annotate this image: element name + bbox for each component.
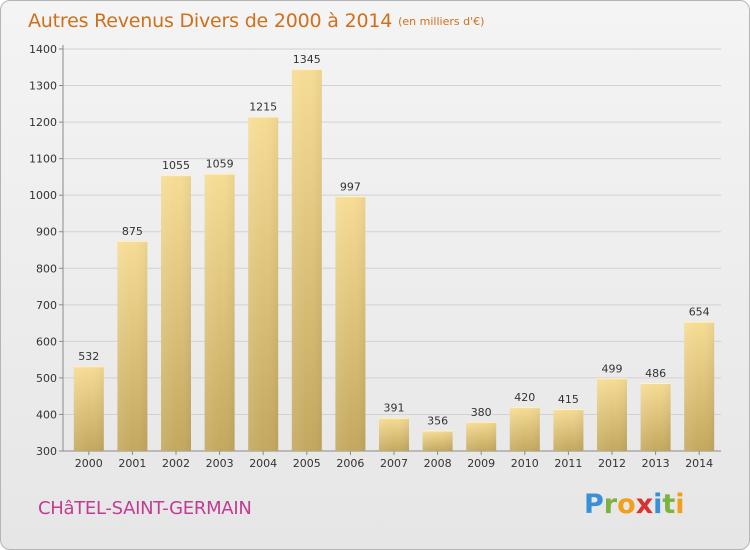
value-label: 532 <box>78 350 99 363</box>
bar-shine <box>73 366 104 451</box>
y-tick-label: 800 <box>36 262 57 275</box>
bar-2010 <box>509 407 540 451</box>
bar-shine <box>248 116 279 451</box>
value-label: 1345 <box>293 53 321 66</box>
bar-2006 <box>335 196 366 451</box>
x-tick-label: 2012 <box>598 457 626 470</box>
y-tick-label: 500 <box>36 372 57 385</box>
bar-shine <box>640 383 671 451</box>
x-tick-label: 2014 <box>685 457 713 470</box>
value-label: 499 <box>602 362 623 375</box>
y-tick-label: 1300 <box>29 80 57 93</box>
bar-2007 <box>379 417 409 451</box>
bar-shine <box>117 240 148 451</box>
bar-shine <box>291 69 322 451</box>
bar-2001 <box>117 240 148 451</box>
bar-2011 <box>553 408 584 451</box>
x-tick-label: 2010 <box>511 457 539 470</box>
x-tick-label: 2005 <box>293 457 321 470</box>
x-tick-label: 2001 <box>118 457 146 470</box>
x-tick-label: 2003 <box>206 457 234 470</box>
commune-name: CHâTEL-SAINT-GERMAIN <box>38 498 252 519</box>
x-tick-label: 2009 <box>467 457 495 470</box>
bar-2000 <box>73 366 104 451</box>
bar-shine <box>684 321 715 451</box>
y-tick-label: 1400 <box>29 43 57 56</box>
y-tick-label: 1000 <box>29 189 57 202</box>
value-label: 391 <box>384 402 405 415</box>
value-label: 1059 <box>206 158 234 171</box>
bar-2012 <box>597 378 627 451</box>
value-label: 875 <box>122 225 143 238</box>
value-label: 654 <box>689 306 710 319</box>
x-tick-label: 2004 <box>249 457 277 470</box>
value-label: 356 <box>427 415 448 428</box>
value-label: 1055 <box>162 159 190 172</box>
x-tick-label: 2002 <box>162 457 190 470</box>
y-tick-label: 300 <box>36 445 57 458</box>
value-label: 380 <box>471 406 492 419</box>
y-tick-label: 1200 <box>29 116 57 129</box>
tick-labels: 300 400 500 600 700 800 900 1000 1100 1200 1300 140… <box>29 43 713 470</box>
bar-shine <box>553 408 584 451</box>
bar-shine <box>161 175 191 451</box>
bar-2008 <box>422 430 453 451</box>
x-tick-label: 2008 <box>424 457 452 470</box>
y-tick-label: 400 <box>36 408 57 421</box>
bar-2009 <box>466 421 497 451</box>
value-label: 486 <box>645 367 666 380</box>
x-tick-label: 2000 <box>75 457 103 470</box>
proxiti-logo: Proxiti <box>584 489 685 520</box>
bar-2014 <box>684 321 715 451</box>
bar-2004 <box>248 116 279 451</box>
bar-2003 <box>204 173 235 451</box>
chart-title-text: Autres Revenus Divers de 2000 à 2014 <box>28 10 393 32</box>
value-label: 997 <box>340 180 361 193</box>
value-label: 415 <box>558 393 579 406</box>
y-tick-label: 700 <box>36 299 57 312</box>
x-tick-label: 2013 <box>642 457 670 470</box>
chart-unit: (en milliers d'€) <box>398 15 485 28</box>
x-tick-label: 2007 <box>380 457 408 470</box>
x-tick-label: 2006 <box>336 457 364 470</box>
bars <box>73 69 715 451</box>
bar-2013 <box>640 383 671 451</box>
bar-shine <box>335 196 366 451</box>
y-tick-label: 1100 <box>29 153 57 166</box>
bar-shine <box>204 173 235 451</box>
chart-title: Autres Revenus Divers de 2000 à 2014 (en … <box>28 10 484 32</box>
bar-shine <box>597 378 627 451</box>
value-label: 1215 <box>249 101 277 114</box>
bar-shine <box>509 407 540 451</box>
y-tick-label: 900 <box>36 226 57 239</box>
bar-shine <box>422 430 453 451</box>
bar-shine <box>466 421 497 451</box>
value-label: 420 <box>514 391 535 404</box>
bar-2002 <box>161 175 191 451</box>
bar-2005 <box>291 69 322 451</box>
y-tick-label: 600 <box>36 335 57 348</box>
bar-shine <box>379 417 409 451</box>
data-labels: 532 875 1055 1059 1215 1345 997 391 356 380 420 415… <box>78 53 709 427</box>
x-tick-label: 2011 <box>554 457 582 470</box>
